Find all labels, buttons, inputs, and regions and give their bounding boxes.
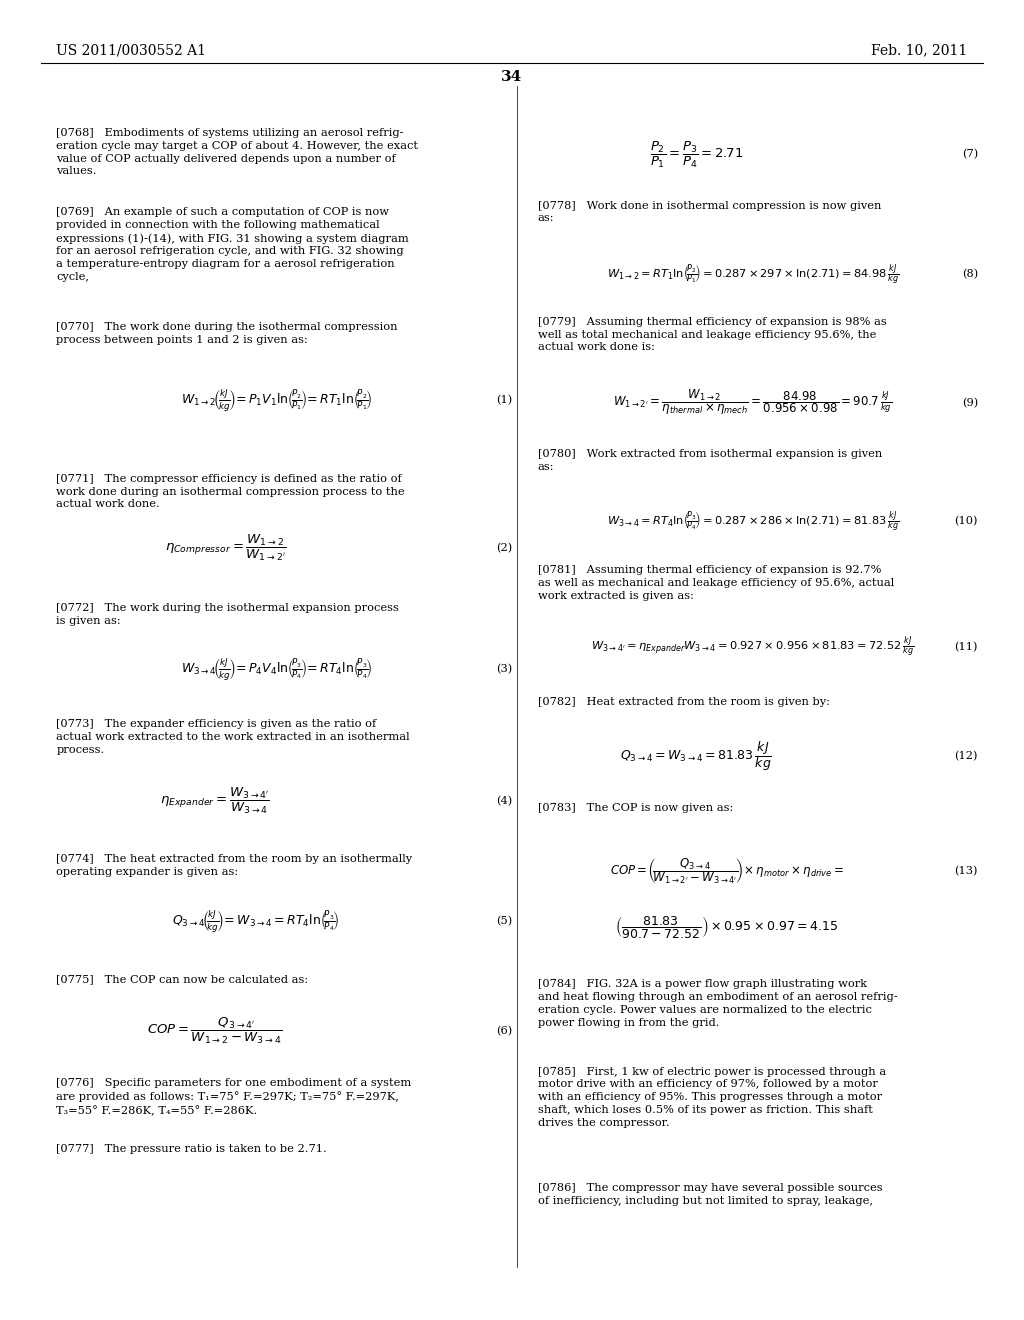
Text: [0769]   An example of such a computation of COP is now
provided in connection w: [0769] An example of such a computation … <box>56 207 409 282</box>
Text: [0784]   FIG. 32A is a power flow graph illustrating work
and heat flowing throu: [0784] FIG. 32A is a power flow graph il… <box>538 979 897 1028</box>
Text: (8): (8) <box>962 269 978 280</box>
Text: [0770]   The work done during the isothermal compression
process between points : [0770] The work done during the isotherm… <box>56 322 397 345</box>
Text: [0779]   Assuming thermal efficiency of expansion is 98% as
well as total mechan: [0779] Assuming thermal efficiency of ex… <box>538 317 887 352</box>
Text: (9): (9) <box>962 397 978 408</box>
Text: (2): (2) <box>496 543 512 553</box>
Text: $W_{1\rightarrow2}=RT_1\ln\!\left(\!\frac{P_2}{P_1}\!\right)=0.287\times297\time: $W_{1\rightarrow2}=RT_1\ln\!\left(\!\fra… <box>606 263 899 286</box>
Text: $Q_{3\rightarrow4}=W_{3\rightarrow4}=81.83\,\dfrac{kJ}{kg}$: $Q_{3\rightarrow4}=W_{3\rightarrow4}=81.… <box>621 739 772 774</box>
Text: [0775]   The COP can now be calculated as:: [0775] The COP can now be calculated as: <box>56 974 308 985</box>
Text: $\left(\dfrac{81.83}{90.7-72.52}\right)\times0.95\times0.97=4.15$: $\left(\dfrac{81.83}{90.7-72.52}\right)\… <box>615 913 839 940</box>
Text: [0786]   The compressor may have several possible sources
of inefficiency, inclu: [0786] The compressor may have several p… <box>538 1183 883 1205</box>
Text: (5): (5) <box>496 916 512 927</box>
Text: [0780]   Work extracted from isothermal expansion is given
as:: [0780] Work extracted from isothermal ex… <box>538 449 882 471</box>
Text: [0781]   Assuming thermal efficiency of expansion is 92.7%
as well as mechanical: [0781] Assuming thermal efficiency of ex… <box>538 565 894 601</box>
Text: [0778]   Work done in isothermal compression is now given
as:: [0778] Work done in isothermal compressi… <box>538 201 881 223</box>
Text: (7): (7) <box>962 149 978 160</box>
Text: [0768]   Embodiments of systems utilizing an aerosol refrig-
eration cycle may t: [0768] Embodiments of systems utilizing … <box>56 128 419 177</box>
Text: $W_{3\rightarrow4}=RT_4\ln\!\left(\!\frac{P_3}{P_4}\!\right)=0.287\times286\time: $W_{3\rightarrow4}=RT_4\ln\!\left(\!\fra… <box>606 510 899 533</box>
Text: [0776]   Specific parameters for one embodiment of a system
are provided as foll: [0776] Specific parameters for one embod… <box>56 1078 412 1117</box>
Text: (6): (6) <box>496 1026 512 1036</box>
Text: $\dfrac{P_2}{P_1}=\dfrac{P_3}{P_4}=2.71$: $\dfrac{P_2}{P_1}=\dfrac{P_3}{P_4}=2.71$ <box>649 140 743 169</box>
Text: $COP=\dfrac{Q_{3\rightarrow4'}}{W_{1\rightarrow2}-W_{3\rightarrow4}}$: $COP=\dfrac{Q_{3\rightarrow4'}}{W_{1\rig… <box>147 1016 283 1045</box>
Text: $Q_{3\rightarrow4}\!\left(\!\frac{kJ}{kg}\!\right)\!=W_{3\rightarrow4}=RT_4\ln\!: $Q_{3\rightarrow4}\!\left(\!\frac{kJ}{kg… <box>172 908 340 935</box>
Text: $W_{1\rightarrow2'}=\dfrac{W_{1\rightarrow2}}{\eta_{thermal}\times\eta_{mech}}=\: $W_{1\rightarrow2'}=\dfrac{W_{1\rightarr… <box>613 388 892 417</box>
Text: [0783]   The COP is now given as:: [0783] The COP is now given as: <box>538 803 733 813</box>
Text: [0773]   The expander efficiency is given as the ratio of
actual work extracted : [0773] The expander efficiency is given … <box>56 719 410 755</box>
Text: [0771]   The compressor efficiency is defined as the ratio of
work done during a: [0771] The compressor efficiency is defi… <box>56 474 404 510</box>
Text: $\eta_{Expander}=\dfrac{W_{3\rightarrow4'}}{W_{3\rightarrow4}}$: $\eta_{Expander}=\dfrac{W_{3\rightarrow4… <box>160 787 270 816</box>
Text: (4): (4) <box>496 796 512 807</box>
Text: $COP=\!\left(\!\dfrac{Q_{3\rightarrow4}}{W_{1\rightarrow2'}-W_{3\rightarrow4'}}\: $COP=\!\left(\!\dfrac{Q_{3\rightarrow4}}… <box>610 857 844 886</box>
Text: [0782]   Heat extracted from the room is given by:: [0782] Heat extracted from the room is g… <box>538 697 829 708</box>
Text: [0785]   First, 1 kw of electric power is processed through a
motor drive with a: [0785] First, 1 kw of electric power is … <box>538 1067 886 1127</box>
Text: (12): (12) <box>954 751 978 762</box>
Text: (10): (10) <box>954 516 978 527</box>
Text: [0777]   The pressure ratio is taken to be 2.71.: [0777] The pressure ratio is taken to be… <box>56 1144 327 1155</box>
Text: (3): (3) <box>496 664 512 675</box>
Text: $W_{1\rightarrow2}\!\left(\!\frac{kJ}{kg}\!\right)\!=P_1V_1\ln\!\left(\!\frac{P_: $W_{1\rightarrow2}\!\left(\!\frac{kJ}{kg… <box>181 387 372 413</box>
Text: (11): (11) <box>954 642 978 652</box>
Text: $W_{3\rightarrow4'}=\eta_{Expander}W_{3\rightarrow4}=0.927\times0.956\times81.83: $W_{3\rightarrow4'}=\eta_{Expander}W_{3\… <box>591 634 914 660</box>
Text: Feb. 10, 2011: Feb. 10, 2011 <box>871 44 968 57</box>
Text: (1): (1) <box>496 395 512 405</box>
Text: US 2011/0030552 A1: US 2011/0030552 A1 <box>56 44 206 57</box>
Text: [0772]   The work during the isothermal expansion process
is given as:: [0772] The work during the isothermal ex… <box>56 603 399 626</box>
Text: 34: 34 <box>502 70 522 83</box>
Text: $\eta_{Compressor}=\dfrac{W_{1\rightarrow2}}{W_{1\rightarrow2'}}$: $\eta_{Compressor}=\dfrac{W_{1\rightarro… <box>165 533 286 562</box>
Text: (13): (13) <box>954 866 978 876</box>
Text: [0774]   The heat extracted from the room by an isothermally
operating expander : [0774] The heat extracted from the room … <box>56 854 413 876</box>
Text: $W_{3\rightarrow4}\!\left(\!\frac{kJ}{kg}\!\right)\!=P_4V_4\ln\!\left(\!\frac{P_: $W_{3\rightarrow4}\!\left(\!\frac{kJ}{kg… <box>181 656 372 682</box>
